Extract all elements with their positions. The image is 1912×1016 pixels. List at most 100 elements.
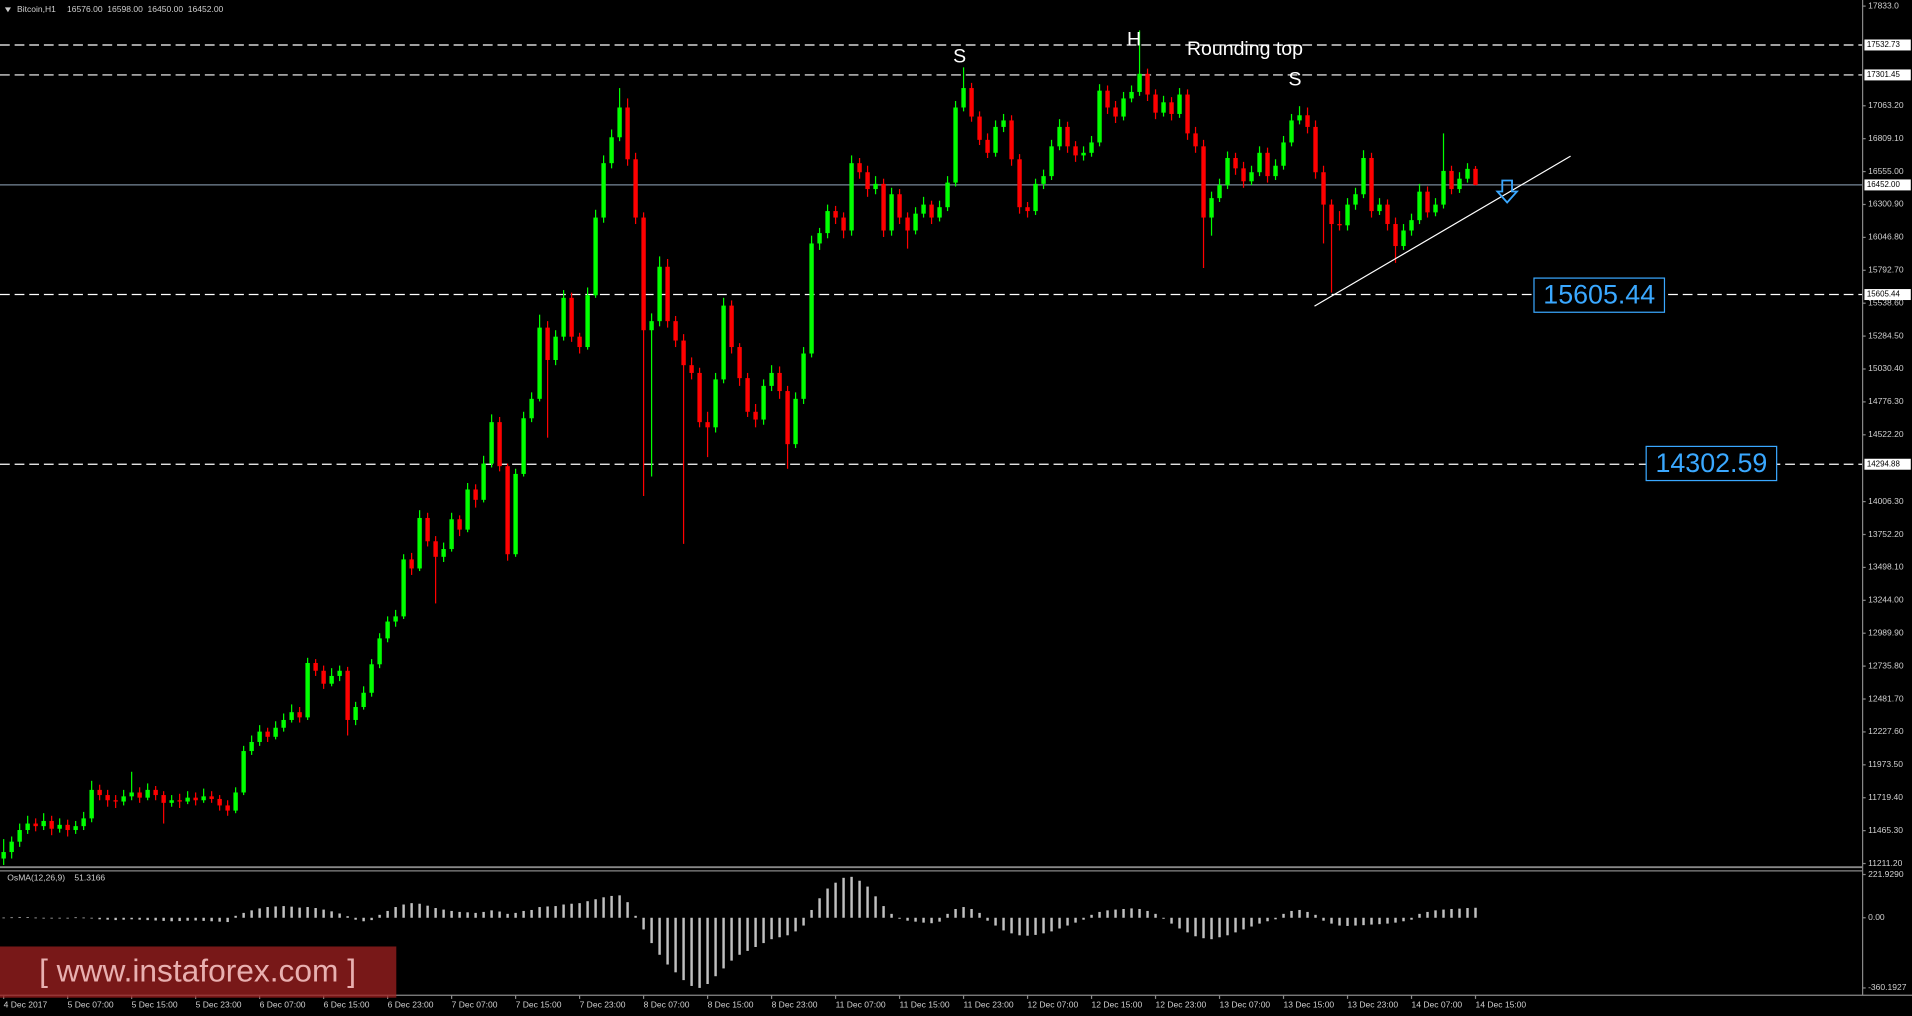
candle-body [313,662,318,671]
candle-body [249,741,254,752]
osma-bar [322,909,325,918]
osma-bar [1354,917,1357,926]
candle-body [569,297,574,337]
osma-bar [618,895,621,918]
candle-body [969,88,974,117]
candle-body [1321,172,1326,205]
osma-bar [1146,910,1149,918]
osma-bar [1322,917,1325,921]
osma-bar [962,907,965,918]
osma-bar [882,906,885,918]
candle-body [97,789,102,796]
candle-body [65,824,70,831]
candle-body [401,559,406,617]
candle-body [913,213,918,231]
candle-body [1409,220,1414,231]
candle-body [561,297,566,337]
osma-bar [354,917,357,920]
x-tick-label: 14 Dec 07:00 [1412,999,1463,1009]
candle-body [577,336,582,348]
osma-bar [234,915,237,918]
y-tick-label: 15030.40 [1868,363,1904,373]
level-label: 17532.73 [1867,40,1901,49]
osma-bar [1282,913,1285,918]
annotation: Rounding top [1187,38,1303,60]
candle-body [297,712,302,718]
osma-bar [1058,917,1061,929]
osma-bar [1098,911,1101,918]
candle-body [1337,224,1342,226]
x-tick-label: 11 Dec 23:00 [964,999,1014,1009]
candle-body [1273,165,1278,177]
candle-body [425,517,430,542]
level-label: 14294.88 [1867,459,1901,468]
x-tick-label: 14 Dec 15:00 [1476,999,1527,1009]
osma-bar [1402,917,1405,922]
osma-bar [1370,917,1373,925]
candle-body [1449,170,1454,190]
candle-body [1265,152,1270,177]
y-tick-label: 16300.90 [1868,199,1904,209]
osma-bar [1138,908,1141,918]
osma-bar [1218,917,1221,938]
y-tick-label: 11211.20 [1868,858,1903,868]
osma-bar [202,917,205,921]
candle-body [241,751,246,793]
y-tick-label: 11973.50 [1868,759,1903,769]
candle-body [185,797,190,802]
osma-bar [1378,917,1381,925]
osma-bar [786,917,789,936]
candle-body [137,792,142,798]
candle-body [473,489,478,500]
candle-body [521,418,526,474]
candle-body [449,519,454,550]
x-tick-label: 12 Dec 23:00 [1156,999,1207,1009]
candle-body [321,670,326,684]
candle-body [337,670,342,676]
candle-body [1305,115,1310,127]
osma-bar [362,917,365,922]
candle-body [857,163,862,173]
osma-bar [586,901,589,918]
osma-bar [1274,917,1277,920]
osma-bar [666,917,669,965]
candle-body [1433,204,1438,213]
osma-bar [298,907,301,918]
osma-bar [714,917,717,977]
osma-bar [266,907,269,918]
level-label-box [1864,458,1911,470]
x-tick-label: 6 Dec 23:00 [388,999,434,1009]
osma-bar [1010,917,1013,934]
candle-body [161,795,166,803]
candle-body [929,204,934,218]
osma-bar [66,917,69,919]
candle-body [1129,91,1134,99]
candle-body [1209,198,1214,218]
osma-bar [330,911,333,918]
osma-bar [1458,908,1461,918]
x-tick-label: 5 Dec 15:00 [132,999,178,1009]
osma-bar [1346,917,1349,926]
osma-bar [858,880,861,918]
candle-body [25,823,30,831]
annotation: H [1127,28,1141,50]
y-tick-label: 17833.0 [1868,0,1899,10]
osma-bar [154,917,157,921]
osma-bar [770,917,773,940]
candle-body [1193,133,1198,147]
osma-bar [834,882,837,918]
annotation: S [953,45,966,67]
candle-body [633,159,638,218]
y-tick-label: 11465.30 [1868,825,1903,835]
candle-body [737,347,742,379]
osma-bar [386,910,389,918]
y-tick-label: 16046.80 [1868,232,1904,242]
osma-bar [538,907,541,918]
y-tick-label: 13244.00 [1868,595,1904,605]
menu-triangle [4,7,11,13]
candle-body [785,391,790,445]
candle-body [1313,126,1318,173]
candle-body [81,818,86,827]
osma-bar [954,908,957,918]
